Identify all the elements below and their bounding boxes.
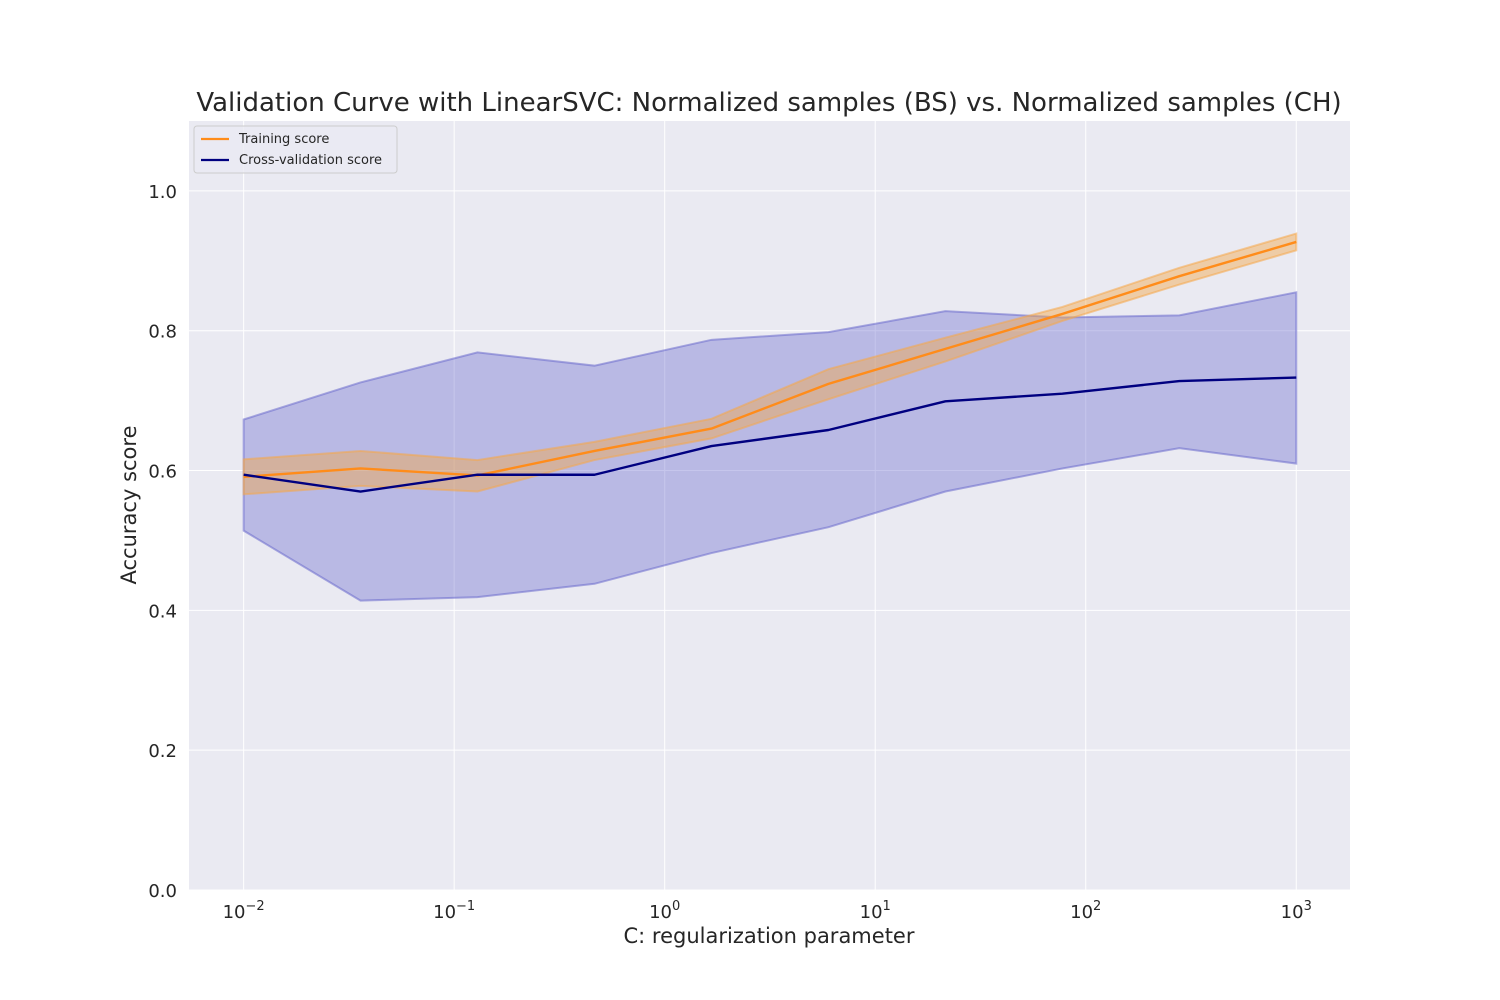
x-tick-label: 10−1 xyxy=(433,899,475,923)
training-score-line xyxy=(243,240,1297,479)
x-tick-label: 101 xyxy=(860,899,891,923)
legend-box xyxy=(193,125,398,174)
y-tick-label: 0.4 xyxy=(148,601,177,622)
y-tick-label: 0.0 xyxy=(148,881,177,902)
legend-label-training: Training score xyxy=(238,132,329,147)
x-tick-label: 100 xyxy=(649,899,680,923)
y-tick-label: 0.2 xyxy=(148,741,177,762)
y-tick-label: 1.0 xyxy=(148,182,177,203)
legend-label-cross-validation: Cross-validation score xyxy=(239,153,382,168)
plot-area xyxy=(189,121,1350,890)
y-tick-label: 0.6 xyxy=(148,462,177,483)
y-tick-label: 0.8 xyxy=(148,322,177,343)
x-tick-label: 10−2 xyxy=(223,899,265,923)
x-tick-label: 102 xyxy=(1070,899,1101,923)
legend: Training score Cross-validation score xyxy=(193,125,398,174)
score-lines xyxy=(243,240,1297,493)
cross-validation-score-band xyxy=(242,291,1298,602)
tick-labels: 0.0 0.2 0.4 0.6 0.8 1.0 10−2 10−1 100 101 102 103 xyxy=(148,182,1311,923)
x-tick-label: 103 xyxy=(1281,899,1312,923)
chart-title: Validation Curve with LinearSVC: Normali… xyxy=(196,88,1341,118)
y-axis-label: Accuracy score xyxy=(117,426,141,585)
x-axis-label: C: regularization parameter xyxy=(624,924,915,948)
cross-validation-score-line xyxy=(243,376,1297,493)
